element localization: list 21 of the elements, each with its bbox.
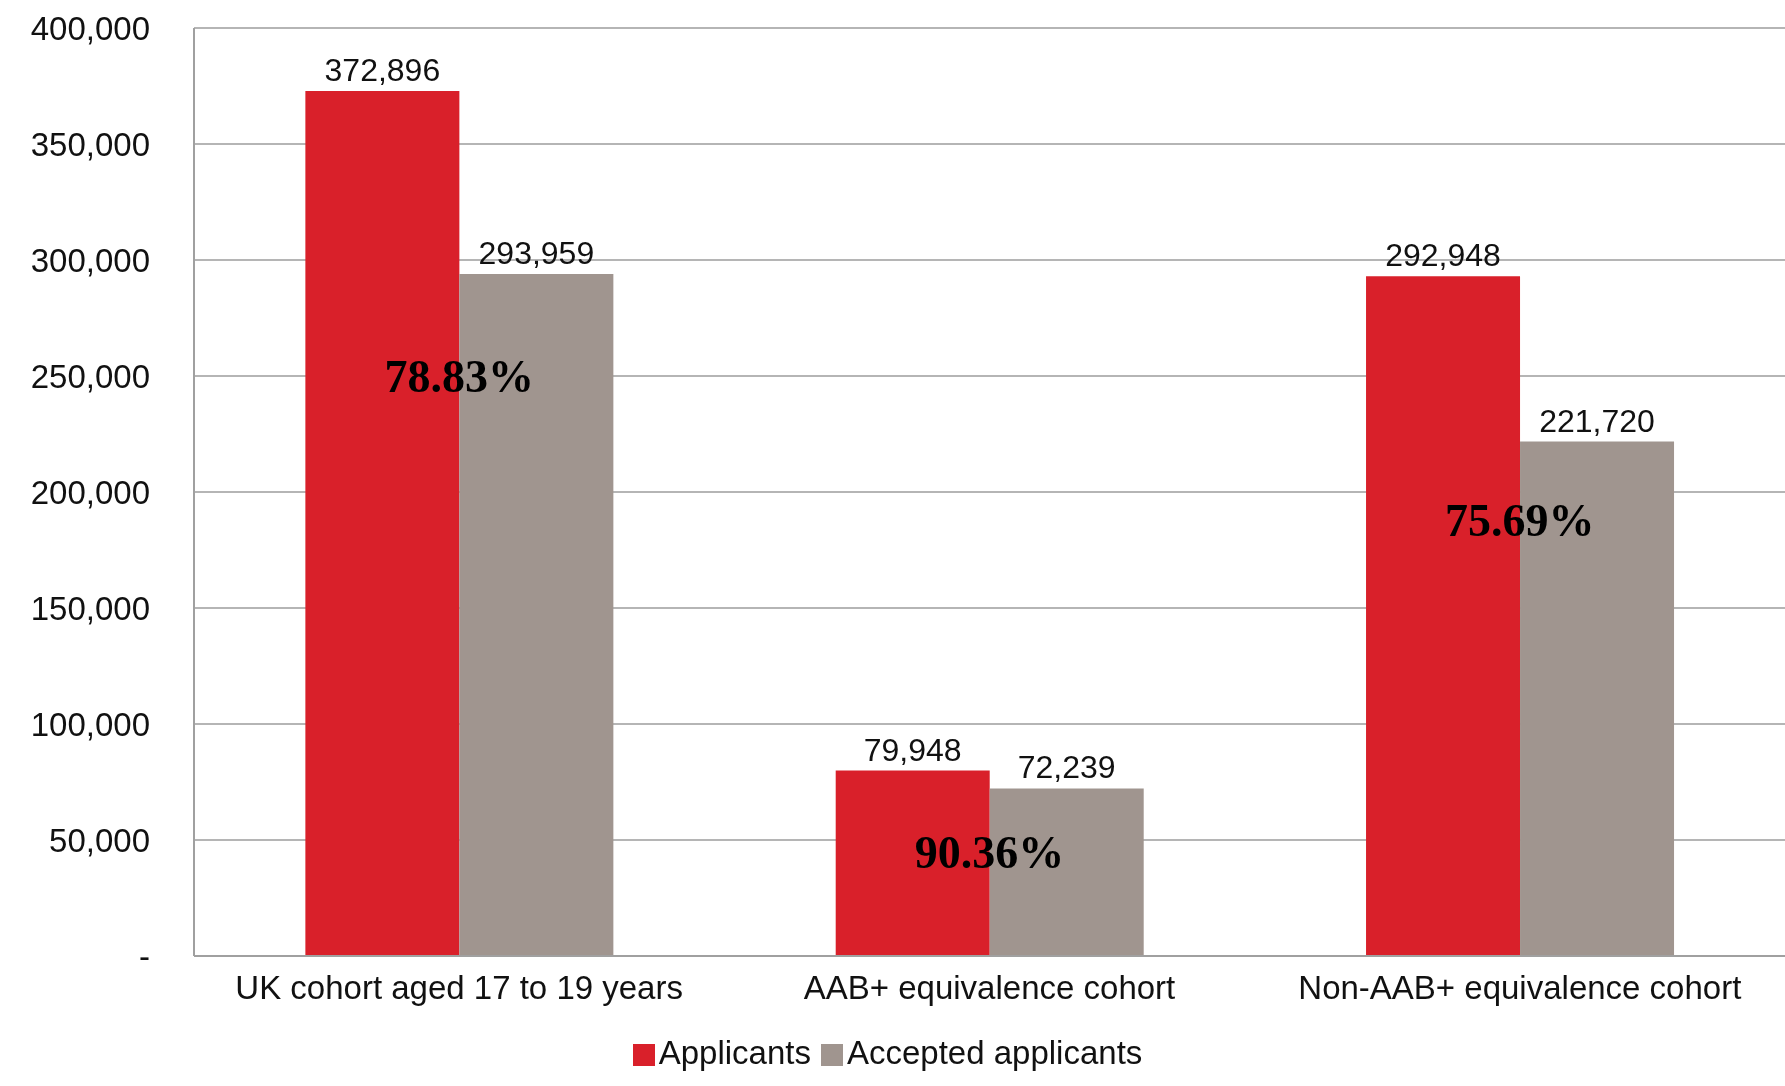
legend-label: Applicants	[658, 1034, 811, 1071]
data-label: 292,948	[1385, 237, 1501, 274]
y-tick-label: 250,000	[30, 357, 150, 395]
data-label: 72,239	[1017, 749, 1116, 786]
data-label: 293,959	[478, 235, 595, 272]
y-tick-label: 350,000	[30, 125, 150, 163]
x-tick-label: AAB+ equivalence cohort	[803, 969, 1176, 1007]
y-tick-label: 100,000	[30, 705, 150, 743]
x-tick-label: UK cohort aged 17 to 19 years	[235, 969, 683, 1007]
annotation: 90.36%	[914, 826, 1065, 878]
y-tick-label: 150,000	[30, 589, 150, 627]
y-tick-label: 200,000	[30, 473, 150, 511]
y-tick-label: -	[139, 937, 150, 975]
data-label: 372,896	[324, 51, 441, 88]
y-tick-label: 400,000	[30, 9, 150, 47]
y-tick-label: 50,000	[49, 821, 150, 859]
legend-label: Accepted applicants	[846, 1034, 1143, 1071]
data-label: 221,720	[1539, 402, 1655, 439]
x-tick-label: Non-AAB+ equivalence cohort	[1298, 969, 1742, 1007]
y-tick-label: 300,000	[30, 241, 150, 279]
data-label: 79,948	[863, 731, 962, 768]
